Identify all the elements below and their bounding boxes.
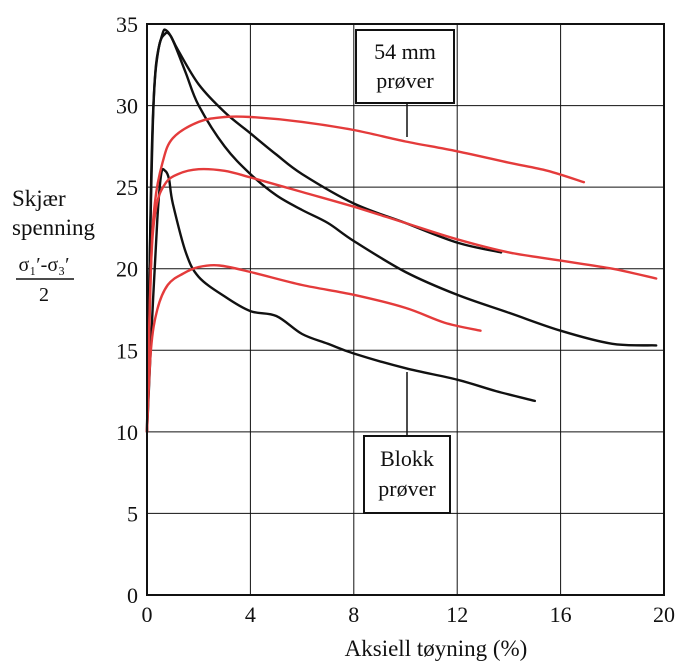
annotation-54mm-line2: prøver [376, 68, 434, 93]
series-group [145, 28, 658, 434]
annotation-54mm-box [355, 29, 455, 104]
y-axis-title-denominator: 2 [39, 284, 49, 306]
x-tick-label: 4 [245, 602, 256, 627]
annotation-blokk-line1: Blokk [380, 446, 434, 471]
y-tick-label: 15 [116, 338, 138, 363]
x-tick-label: 20 [653, 602, 675, 627]
x-tick-labels: 0 4 8 12 16 20 [142, 602, 676, 627]
x-axis-title: Aksiell tøyning (%) [345, 636, 528, 661]
y-tick-label: 20 [116, 257, 138, 282]
series-line-5 [145, 167, 658, 434]
x-tick-label: 0 [142, 602, 153, 627]
plot-frame [146, 23, 665, 596]
x-tick-label: 8 [348, 602, 359, 627]
annotation-54mm-line1: 54 mm [374, 39, 436, 64]
series-line-2 [145, 31, 503, 434]
series-line-6 [145, 263, 482, 434]
x-tick-label: 12 [446, 602, 468, 627]
annotation-54mm: 54 mm prøver [355, 29, 455, 137]
x-tick-label: 16 [550, 602, 572, 627]
y-axis-title-line2: spenning [12, 215, 96, 240]
y-axis-title-line1: Skjær [12, 186, 66, 211]
y-axis-title-numerator: σ₁′-σ₃′ [19, 254, 70, 276]
y-tick-label: 25 [116, 175, 138, 200]
y-tick-label: 5 [127, 501, 138, 526]
y-tick-label: 10 [116, 420, 138, 445]
y-tick-labels: 0 5 10 15 20 25 30 35 [116, 12, 138, 608]
annotation-blokk-box [363, 435, 451, 514]
annotation-blokk-line2: prøver [378, 476, 436, 501]
y-tick-label: 35 [116, 12, 138, 37]
y-tick-label: 0 [127, 583, 138, 608]
series-line-4 [145, 115, 586, 434]
y-tick-label: 30 [116, 94, 138, 119]
series-line-3 [145, 167, 536, 434]
annotation-blokk: Blokk prøver [363, 372, 451, 514]
